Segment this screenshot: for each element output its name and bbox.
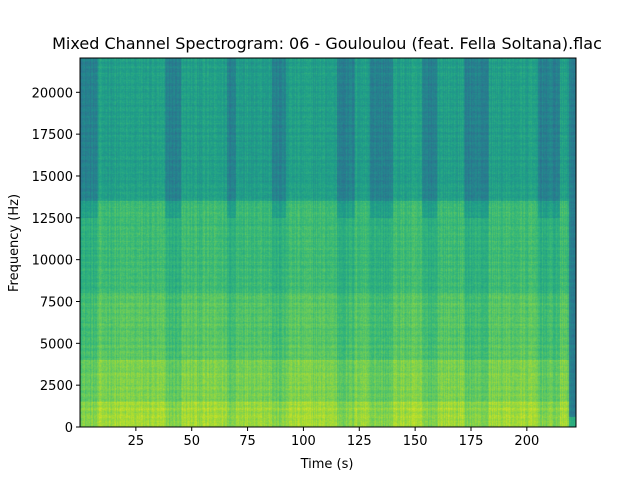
- x-tick-label: 125: [347, 434, 372, 449]
- x-tick-label: 50: [183, 434, 200, 449]
- plot-frame: [79, 57, 577, 428]
- y-tick-label: 0: [65, 421, 73, 436]
- plot-area: [79, 57, 577, 428]
- x-tick-label: 100: [291, 434, 316, 449]
- x-axis: 25 50 75 100 125 150 175 200: [128, 427, 539, 449]
- y-tick-label: 15000: [32, 170, 73, 185]
- spectrogram-heatmap: [80, 58, 576, 427]
- y-tick-label: 12500: [32, 212, 73, 227]
- x-axis-label: Time (s): [300, 457, 354, 472]
- y-tick-label: 7500: [40, 295, 73, 310]
- x-tick-label: 25: [128, 434, 145, 449]
- y-tick-label: 10000: [32, 254, 73, 269]
- y-tick-label: 5000: [40, 337, 73, 352]
- x-tick-label: 75: [239, 434, 256, 449]
- y-tick-label: 2500: [40, 379, 73, 394]
- y-axis-label: Frequency (Hz): [7, 194, 22, 292]
- x-tick-label: 175: [459, 434, 484, 449]
- x-tick-label: 200: [514, 434, 539, 449]
- y-tick-label: 20000: [32, 86, 73, 101]
- chart-title: Mixed Channel Spectrogram: 06 - Gouloulo…: [52, 34, 602, 53]
- x-tick-label: 150: [403, 434, 428, 449]
- y-tick-label: 17500: [32, 128, 73, 143]
- y-axis: 0 2500 5000 7500 10000 12500 15000 17500 20000: [32, 86, 80, 436]
